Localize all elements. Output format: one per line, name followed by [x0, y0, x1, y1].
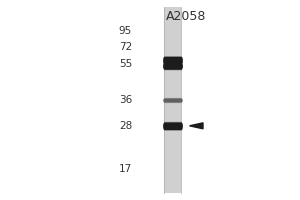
Bar: [164, 7, 181, 193]
Text: A2058: A2058: [166, 10, 206, 23]
Text: 95: 95: [119, 26, 132, 36]
Polygon shape: [190, 123, 203, 129]
Text: 17: 17: [119, 164, 132, 174]
Text: 36: 36: [119, 95, 132, 105]
Text: 55: 55: [119, 59, 132, 69]
Text: 72: 72: [119, 42, 132, 52]
Text: 28: 28: [119, 121, 132, 131]
